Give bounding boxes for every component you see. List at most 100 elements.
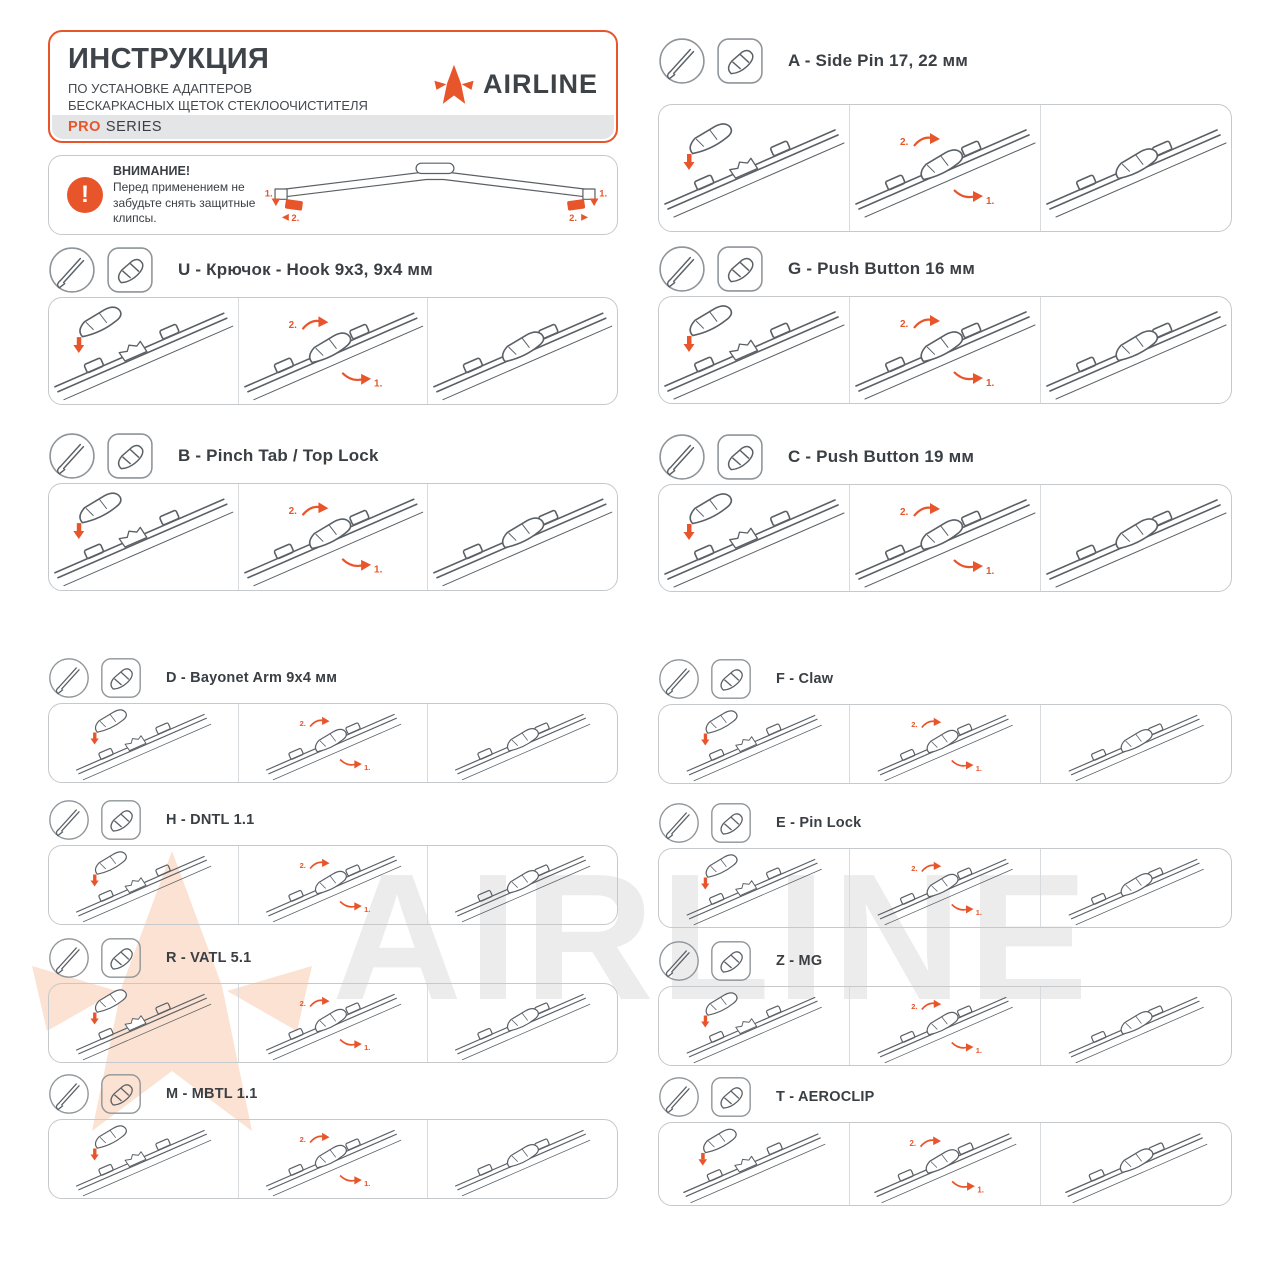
step-cell-3 bbox=[1041, 849, 1231, 927]
section-a: A - Side Pin 17, 22 мм 2. 1. bbox=[658, 36, 1232, 232]
clip-step-label: 2. bbox=[291, 213, 299, 224]
step-illustration bbox=[1068, 714, 1204, 782]
step-cell-3 bbox=[1041, 705, 1231, 783]
install-steps-strip: 2. 1. bbox=[658, 104, 1232, 232]
step-illustration bbox=[455, 1129, 591, 1197]
svg-text:1.: 1. bbox=[364, 905, 370, 914]
section-header: U - Крючок - Hook 9x3, 9x4 мм bbox=[48, 245, 618, 295]
step-cell-2: 2. 1. bbox=[239, 984, 429, 1062]
step-cell-1 bbox=[49, 704, 239, 782]
step-cell-2: 2. 1. bbox=[850, 485, 1041, 591]
warning-text: ВНИМАНИЕ! Перед применением не забудьте … bbox=[113, 163, 263, 227]
wiper-arm-type-icon bbox=[48, 432, 96, 480]
adapter-icon bbox=[100, 799, 142, 841]
adapter-icon bbox=[716, 433, 764, 481]
step-illustration bbox=[683, 1128, 826, 1204]
svg-text:1.: 1. bbox=[977, 1185, 984, 1194]
step-cell-1 bbox=[659, 987, 850, 1065]
adapter-icon bbox=[710, 940, 752, 982]
section-g: G - Push Button 16 мм 2. 1. bbox=[658, 244, 1232, 404]
step-illustration: 2. 1. bbox=[265, 855, 401, 923]
section-m: M - MBTL 1.1 2. 1. bbox=[48, 1071, 618, 1199]
section-header: B - Pinch Tab / Top Lock bbox=[48, 431, 618, 481]
section-title: H - DNTL 1.1 bbox=[166, 812, 255, 828]
page-title: ИНСТРУКЦИЯ bbox=[68, 43, 270, 75]
svg-text:1.: 1. bbox=[986, 378, 995, 389]
section-header: F - Claw bbox=[658, 656, 1232, 702]
step-illustration bbox=[455, 993, 591, 1061]
svg-text:1.: 1. bbox=[364, 1179, 370, 1188]
install-steps-strip: 2. 1. bbox=[658, 704, 1232, 784]
install-steps-strip: 2. 1. bbox=[48, 1119, 618, 1199]
step-cell-3 bbox=[1041, 297, 1231, 403]
wiper-arm-type-icon bbox=[48, 657, 90, 699]
install-steps-strip: 2. 1. bbox=[48, 703, 618, 783]
section-title: Z - MG bbox=[776, 953, 823, 969]
section-t: T - AEROCLIP 2. 1. bbox=[658, 1074, 1232, 1206]
section-title: U - Крючок - Hook 9x3, 9x4 мм bbox=[178, 260, 433, 279]
step-illustration: 2. 1. bbox=[243, 312, 423, 401]
install-steps-strip: 2. 1. bbox=[658, 484, 1232, 592]
step-cell-1 bbox=[49, 298, 239, 404]
install-steps-strip: 2. 1. bbox=[48, 983, 618, 1063]
page-subtitle-line2: БЕСКАРКАСНЫХ ЩЕТОК СТЕКЛООЧИСТИТЕЛЯ bbox=[68, 98, 368, 114]
step-illustration: 2. 1. bbox=[265, 993, 401, 1061]
step-cell-2: 2. 1. bbox=[850, 987, 1041, 1065]
section-title: E - Pin Lock bbox=[776, 815, 862, 831]
step-illustration bbox=[75, 989, 212, 1061]
adapter-icon bbox=[106, 432, 154, 480]
warning-card: ! ВНИМАНИЕ! Перед применением не забудьт… bbox=[48, 155, 618, 235]
section-title: A - Side Pin 17, 22 мм bbox=[788, 51, 969, 70]
section-header: Z - MG bbox=[658, 938, 1232, 984]
svg-text:1.: 1. bbox=[986, 566, 995, 577]
adapter-icon bbox=[100, 1073, 142, 1115]
install-steps-strip: 2. 1. bbox=[48, 297, 618, 405]
adapter-icon bbox=[710, 802, 752, 844]
svg-text:1.: 1. bbox=[374, 565, 383, 576]
install-steps-strip: 2. 1. bbox=[658, 296, 1232, 404]
step-cell-3 bbox=[428, 846, 617, 924]
install-steps-strip: 2. 1. bbox=[48, 483, 618, 591]
step-illustration: 2. 1. bbox=[877, 714, 1013, 782]
series-highlight: PRO bbox=[68, 119, 101, 135]
step-cell-2: 2. 1. bbox=[239, 484, 429, 590]
wiper-arm-type-icon bbox=[658, 245, 706, 293]
wiper-arm-type-icon bbox=[658, 433, 706, 481]
svg-text:1.: 1. bbox=[976, 764, 982, 773]
section-header: H - DNTL 1.1 bbox=[48, 797, 618, 843]
section-c: C - Push Button 19 мм 2. 1. bbox=[658, 432, 1232, 592]
exclamation-icon: ! bbox=[67, 177, 103, 213]
section-title: C - Push Button 19 мм bbox=[788, 447, 975, 466]
adapter-icon bbox=[710, 658, 752, 700]
series-label: SERIES bbox=[105, 119, 163, 135]
section-h: H - DNTL 1.1 2. 1. bbox=[48, 797, 618, 925]
series-bar: PRO SERIES bbox=[52, 115, 614, 139]
section-z: Z - MG 2. 1. bbox=[658, 938, 1232, 1066]
step-illustration bbox=[433, 498, 613, 587]
section-title: T - AEROCLIP bbox=[776, 1089, 875, 1105]
step-cell-1 bbox=[49, 484, 239, 590]
step-illustration bbox=[686, 710, 822, 782]
section-d: D - Bayonet Arm 9x4 мм 2. 1. bbox=[48, 655, 618, 783]
install-steps-strip: 2. 1. bbox=[658, 986, 1232, 1066]
step-cell-2: 2. 1. bbox=[850, 849, 1041, 927]
wiper-arm-type-icon bbox=[658, 37, 706, 85]
section-e: E - Pin Lock 2. 1. bbox=[658, 800, 1232, 928]
step-cell-3 bbox=[1041, 1123, 1231, 1205]
step-illustration bbox=[664, 493, 845, 588]
section-header: T - AEROCLIP bbox=[658, 1074, 1232, 1120]
step-illustration bbox=[54, 306, 234, 401]
svg-text:2.: 2. bbox=[299, 719, 305, 728]
svg-text:1.: 1. bbox=[364, 763, 370, 772]
section-title: G - Push Button 16 мм bbox=[788, 259, 976, 278]
svg-text:2.: 2. bbox=[911, 720, 917, 729]
step-illustration: 2. 1. bbox=[265, 713, 401, 781]
step-cell-3 bbox=[428, 298, 617, 404]
section-r: R - VATL 5.1 2. 1. bbox=[48, 935, 618, 1063]
wiper-arm-type-icon bbox=[48, 1073, 90, 1115]
clip-step-label: 2. bbox=[569, 213, 577, 224]
section-b: B - Pinch Tab / Top Lock 2. 1. bbox=[48, 431, 618, 591]
step-illustration: 2. 1. bbox=[855, 311, 1036, 400]
step-cell-1 bbox=[659, 1123, 850, 1205]
svg-text:2.: 2. bbox=[911, 1002, 917, 1011]
